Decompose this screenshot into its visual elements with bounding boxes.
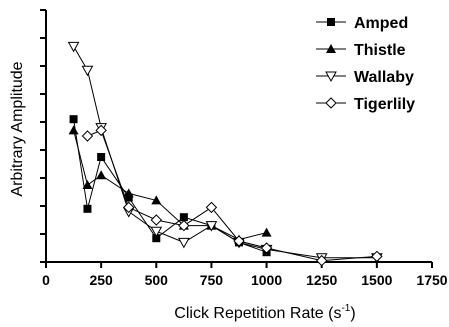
point-thistle-1	[82, 180, 93, 189]
legend-marker-amped	[327, 18, 335, 26]
point-tigerlily-6	[233, 235, 245, 247]
point-amped-4	[152, 234, 161, 243]
x-tick-label-5: 1250	[306, 272, 337, 288]
legend-marker-tigerlily	[325, 97, 337, 109]
legend-marker-wallaby	[325, 71, 337, 83]
x-tick-label-7: 1750	[416, 272, 447, 288]
point-tigerlily-3	[150, 214, 162, 226]
point-tigerlily-5	[205, 201, 218, 214]
point-thistle-3	[123, 188, 134, 198]
legend-label-wallaby: Wallaby	[354, 69, 414, 86]
legend: Amped Thistle Wallaby Tigerlily	[316, 15, 415, 113]
point-amped-2	[97, 153, 106, 161]
legend-label-amped: Amped	[354, 15, 408, 32]
point-thistle-2	[96, 170, 107, 180]
point-tigerlily-0	[81, 130, 94, 142]
point-tigerlily-1	[95, 124, 107, 137]
x-axis-title: Click Repetition Rate (s-1)	[174, 303, 355, 322]
y-axis-title: Arbitrary Amplitude	[9, 61, 26, 196]
point-wallaby-5	[178, 237, 190, 249]
legend-label-thistle: Thistle	[354, 42, 406, 59]
x-tick-label-6: 1500	[361, 272, 392, 288]
point-wallaby-0	[67, 41, 80, 53]
x-tick-label-2: 500	[145, 272, 169, 288]
point-tigerlily-9	[371, 250, 383, 263]
point-tigerlily-2	[123, 201, 135, 214]
point-thistle-8	[261, 227, 272, 237]
point-amped-3	[124, 193, 133, 202]
point-tigerlily-8	[316, 254, 328, 267]
x-tick-label-4: 1000	[251, 272, 282, 288]
point-amped-0	[69, 115, 78, 124]
legend-label-tigerlily: Tigerlily	[354, 96, 415, 113]
point-wallaby-4	[150, 226, 163, 238]
point-wallaby-6	[205, 221, 218, 232]
x-tick-label-3: 750	[200, 272, 224, 288]
series-line-tigerlily	[87, 129, 377, 262]
point-wallaby-1	[81, 65, 94, 77]
point-amped-5	[179, 213, 188, 222]
x-tick-label-0: 0	[42, 272, 50, 288]
series-line-amped	[73, 119, 267, 253]
point-amped-1	[83, 204, 92, 213]
point-thistle-4	[151, 195, 162, 205]
x-tick-labels: 0 250 500 750 1000 1250 1500 1750	[42, 272, 448, 288]
x-tick-label-1: 250	[89, 272, 113, 288]
point-tigerlily-7	[260, 242, 273, 254]
legend-marker-thistle	[326, 44, 336, 53]
series-markers	[67, 41, 383, 267]
axes	[45, 10, 432, 263]
point-thistle-0	[68, 125, 79, 135]
point-tigerlily-4	[178, 219, 190, 232]
